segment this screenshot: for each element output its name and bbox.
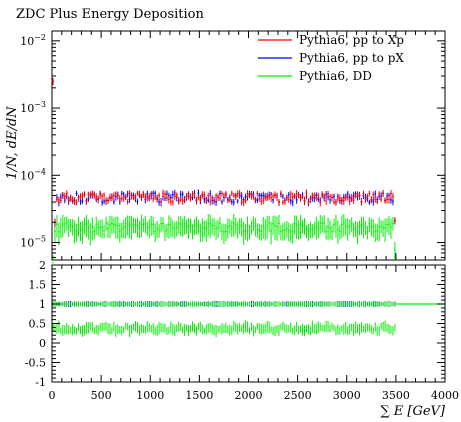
ratio-plot-frame [51,264,446,383]
y-axis-label: 1/N, dE/dN [5,106,20,180]
x-tick-label: 4000 [431,389,459,402]
y-tick-label: 10−3 [20,100,46,115]
title-text: ZDC Plus Energy Deposition [16,7,204,22]
x-tick-label: 500 [91,389,112,402]
x-tick-label: 1000 [136,389,164,402]
ratio-y-ticks: -1 -0.5 0 0.5 1 1.5 2 [25,259,445,389]
x-tick-label: 1500 [185,389,213,402]
ratio-plot-marks [52,300,445,338]
legend-label: Pythia6, DD [299,69,372,83]
legend-label: Pythia6, pp to Xp [299,33,404,47]
x-tick-label: 2500 [284,389,312,402]
y-tick-label: 10−2 [20,33,46,48]
y-tick-label: 1 [39,298,46,311]
x-axis-label: ∑ E [GeV] [380,404,446,419]
y-tick-label: -0.5 [25,357,46,370]
main-y-ticks: 10−5 10−4 10−3 10−2 [20,33,445,258]
legend-label: Pythia6, pp to pX [299,51,404,65]
y-tick-label: 0.5 [29,318,47,331]
y-tick-label: 2 [39,259,46,272]
x-tick-label: 3000 [333,389,361,402]
y-tick-label: -1 [35,376,46,389]
chart-title: ZDC Plus Energy Deposition [16,7,204,22]
main-plot-marks [52,78,396,264]
x-tick-label: 0 [49,389,56,402]
x-ticks: 0 500 1000 1500 2000 2500 3000 3500 4000 [49,31,459,402]
x-tick-label: 3500 [382,389,410,402]
y-tick-label: 1.5 [29,279,47,292]
x-tick-label: 2000 [235,389,263,402]
main-plot-frame [51,30,446,261]
legend: Pythia6, pp to Xp Pythia6, pp to pX Pythia… [258,33,404,83]
y-tick-label: 0 [39,337,46,350]
y-tick-label: 10−5 [20,235,46,250]
y-tick-label: 10−4 [20,167,46,182]
